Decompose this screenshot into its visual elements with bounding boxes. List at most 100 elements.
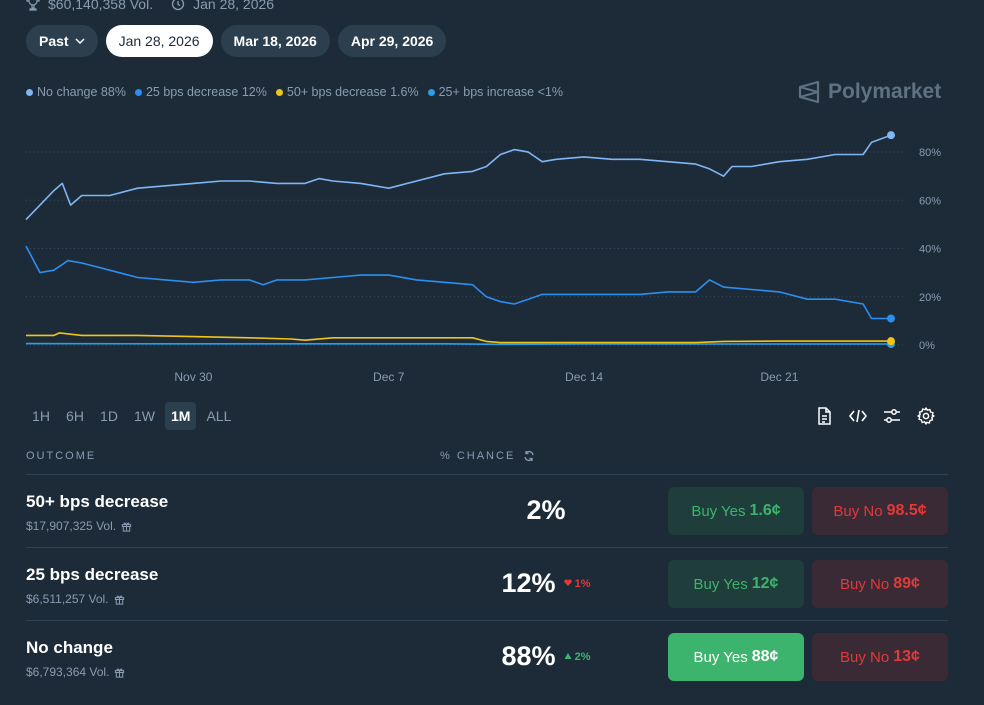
series-line-25-bps-decrease — [25, 245, 891, 320]
outcome-row[interactable]: 25 bps decrease $6,511,257 Vol. 12% 1% B… — [26, 548, 948, 620]
y-tick-label: 60% — [919, 195, 941, 207]
series-line-25-bps-increase — [25, 342, 891, 346]
outcome-row[interactable]: 50+ bps decrease $17,907,325 Vol. 2% Buy… — [26, 475, 948, 547]
chance-header-label: % CHANCE — [440, 450, 516, 462]
past-dropdown[interactable]: Past — [26, 25, 98, 57]
outcome-volume: $17,907,325 Vol. — [26, 519, 132, 533]
series-line-no-change — [25, 134, 892, 221]
buy-yes-button[interactable]: Buy Yes 1.6¢ — [668, 487, 804, 535]
buy-yes-label: Buy Yes — [693, 575, 748, 593]
refresh-icon[interactable] — [523, 450, 535, 462]
buy-no-price: 98.5¢ — [886, 502, 927, 519]
legend-item: No change 88% — [26, 85, 126, 99]
chance-cell: 88% 2% — [456, 641, 636, 672]
range-6h[interactable]: 6H — [66, 408, 84, 424]
x-tick-label: Dec 7 — [373, 370, 405, 384]
gift-icon — [114, 595, 124, 605]
buy-yes-price: 12¢ — [751, 575, 779, 592]
y-tick-label: 20% — [919, 292, 941, 304]
chance-value: 12% — [501, 568, 556, 598]
x-tick-label: Dec 14 — [565, 370, 603, 384]
divider — [26, 474, 948, 475]
date-pill-mar-18[interactable]: Mar 18, 2026 — [220, 25, 330, 57]
range-all[interactable]: ALL — [206, 408, 232, 424]
buy-no-button[interactable]: Buy No 98.5¢ — [812, 487, 948, 535]
triangle-up-icon — [564, 652, 572, 659]
date-pill-apr-29[interactable]: Apr 29, 2026 — [337, 25, 447, 57]
legend-dot — [134, 88, 142, 96]
polymarket-logo: Polymarket — [798, 80, 941, 104]
buy-yes-price: 88¢ — [751, 648, 779, 665]
legend-label: 50+ bps decrease 1.6% — [286, 85, 419, 99]
outcome-name: 50+ bps decrease — [26, 492, 169, 511]
gear-icon[interactable] — [916, 406, 936, 426]
y-tick-label: 40% — [919, 244, 941, 256]
sliders-icon[interactable] — [882, 406, 902, 426]
chance-cell: 2% — [456, 495, 636, 526]
outcome-name: No change — [26, 638, 113, 657]
legend-item: 25+ bps increase <1% — [427, 85, 563, 99]
chance-change-up: 2% — [564, 651, 591, 663]
buy-yes-label: Buy Yes — [693, 648, 748, 666]
chance-cell: 12% 1% — [456, 568, 636, 599]
series-line-50-bps-decrease — [26, 332, 891, 344]
chance-value: 2% — [526, 495, 566, 525]
buy-no-price: 89¢ — [893, 575, 920, 592]
buy-no-label: Buy No — [840, 575, 890, 593]
y-tick-label: 80% — [919, 147, 941, 159]
chevron-down-icon — [75, 38, 85, 44]
buy-yes-button[interactable]: Buy Yes 12¢ — [668, 560, 804, 608]
outcome-header: OUTCOME — [26, 450, 97, 462]
gift-icon — [115, 668, 125, 678]
series-endpoint — [887, 314, 895, 323]
outcome-row[interactable]: No change $6,793,364 Vol. 88% 2% Buy Yes… — [26, 621, 948, 693]
trophy-icon — [26, 0, 40, 11]
document-icon[interactable] — [814, 406, 834, 426]
legend-dot — [26, 88, 33, 96]
y-tick-label: 0% — [919, 340, 935, 352]
buy-no-button[interactable]: Buy No 13¢ — [812, 633, 948, 681]
market-summary: $60,140,358 Vol. Jan 28, 2026 — [26, 0, 274, 14]
chance-header: % CHANCE — [440, 450, 535, 462]
legend-dot — [427, 88, 435, 96]
chart-tools — [814, 406, 936, 426]
polymarket-logo-icon — [798, 80, 820, 104]
embed-code-icon[interactable] — [848, 406, 868, 426]
gift-icon — [121, 522, 132, 532]
volume-text: $6,793,364 Vol. — [26, 665, 110, 679]
range-1m[interactable]: 1M — [165, 402, 197, 430]
range-1h[interactable]: 1H — [32, 408, 50, 424]
legend-label: No change 88% — [37, 85, 126, 99]
buy-no-label: Buy No — [840, 648, 890, 666]
range-1w[interactable]: 1W — [134, 408, 155, 424]
change-value: 2% — [574, 650, 591, 663]
divider — [26, 620, 948, 621]
series-endpoint — [887, 337, 895, 346]
series-endpoint — [887, 131, 895, 140]
date-pill-jan-28[interactable]: Jan 28, 2026 — [105, 25, 213, 57]
brand-name: Polymarket — [828, 80, 942, 103]
buy-yes-button[interactable]: Buy Yes 88¢ — [668, 633, 804, 681]
buy-no-label: Buy No — [833, 502, 883, 520]
buy-no-button[interactable]: Buy No 89¢ — [812, 560, 948, 608]
outcome-name: 25 bps decrease — [26, 565, 159, 584]
time-range-selector: 1H 6H 1D 1W 1M ALL — [26, 402, 237, 430]
divider — [26, 547, 948, 548]
chance-change-down: 1% — [563, 578, 591, 590]
legend-label: 25+ bps increase <1% — [438, 85, 563, 99]
volume-text: $17,907,325 Vol. — [26, 519, 117, 533]
price-chart[interactable]: 80% 60% 40% 20% 0% Nov 30 Dec 7 Dec 14 Dec 21 — [0, 130, 984, 390]
range-1d[interactable]: 1D — [100, 408, 118, 424]
date-selector: Past Jan 28, 2026 Mar 18, 2026 Apr 29, 2… — [26, 25, 447, 57]
buy-no-price: 13¢ — [893, 648, 920, 665]
chance-value: 88% — [501, 641, 556, 671]
buy-yes-label: Buy Yes — [691, 502, 746, 520]
legend-item: 25 bps decrease 12% — [134, 85, 267, 99]
end-date: Jan 28, 2026 — [193, 0, 275, 12]
clock-icon — [171, 0, 185, 11]
outcome-volume: $6,793,364 Vol. — [26, 665, 125, 679]
total-volume: $60,140,358 Vol. — [48, 0, 154, 12]
heart-down-icon — [563, 578, 572, 586]
chart-legend: No change 88% 25 bps decrease 12% 50+ bp… — [26, 85, 563, 99]
volume-text: $6,511,257 Vol. — [26, 592, 109, 606]
